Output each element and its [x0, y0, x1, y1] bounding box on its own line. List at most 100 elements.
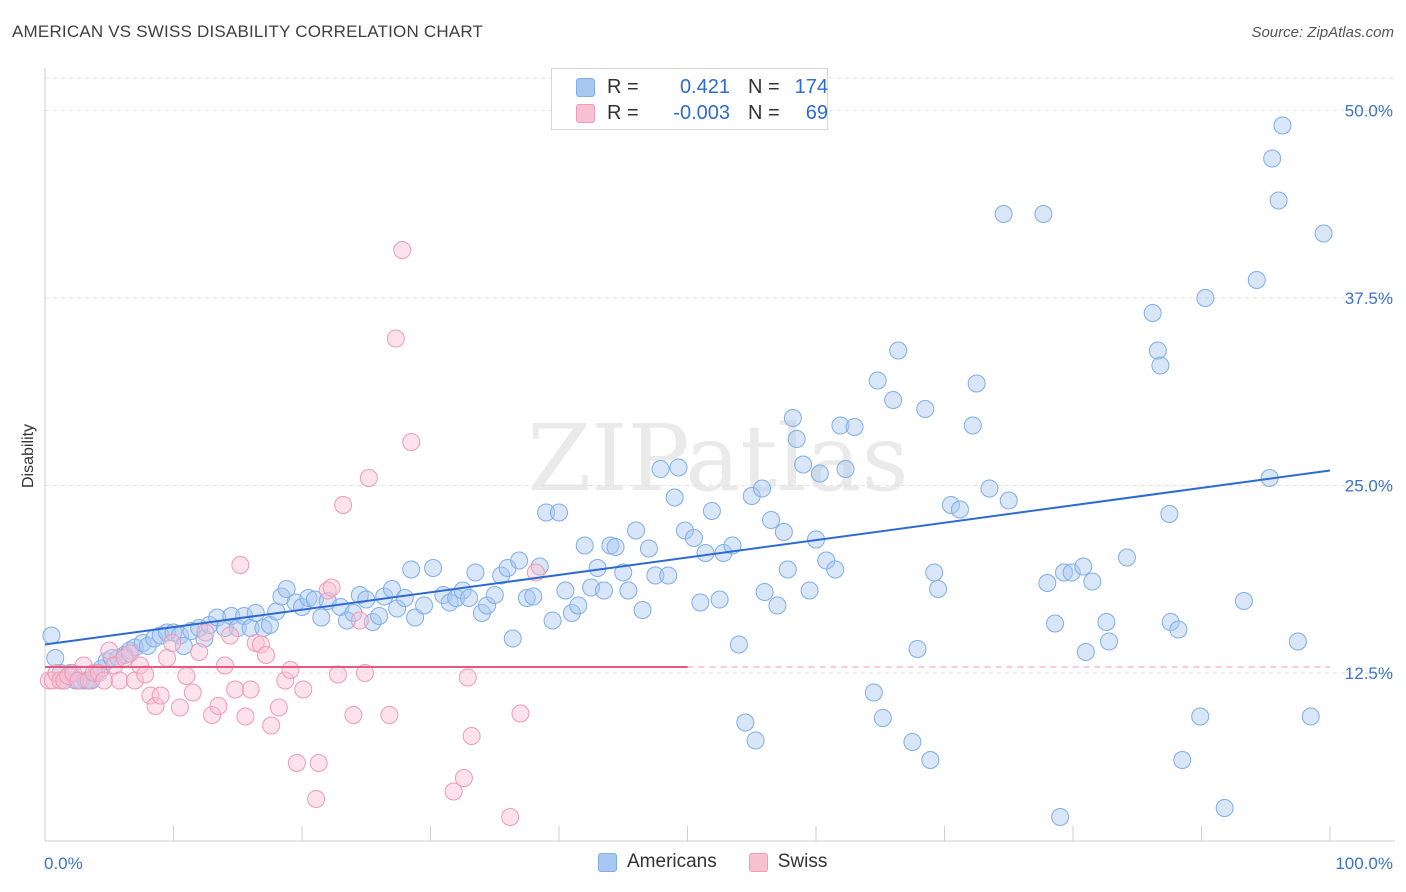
swiss-point	[350, 611, 369, 630]
americans-point	[1273, 116, 1292, 135]
y-tick-label: 25.0%	[1345, 477, 1393, 496]
americans-point	[665, 488, 684, 507]
americans-point	[980, 479, 999, 498]
r-value: -0.003	[673, 101, 730, 124]
gridlines	[45, 77, 1395, 674]
americans-point	[868, 371, 887, 390]
americans-point	[415, 596, 434, 615]
americans-point	[1247, 271, 1266, 289]
americans-point	[503, 629, 522, 648]
swiss-point	[120, 644, 139, 663]
swiss-point	[131, 656, 150, 675]
swiss-point	[309, 754, 328, 772]
americans-point	[614, 563, 633, 582]
americans-point	[651, 460, 670, 478]
swiss-point	[380, 706, 399, 724]
americans-point	[1191, 707, 1210, 726]
americans-point	[1288, 632, 1307, 651]
americans-point	[344, 604, 363, 622]
americans-point	[627, 521, 646, 540]
americans-point	[639, 539, 658, 558]
americans-point	[889, 341, 908, 360]
americans-point	[46, 649, 65, 667]
swiss-point	[203, 706, 222, 724]
americans-point	[133, 634, 152, 652]
americans-point	[575, 536, 594, 555]
americans-point	[691, 593, 710, 612]
correlation-legend: R = 0.421 N = 174 R = -0.003 N = 69	[551, 68, 828, 130]
swiss-point	[215, 656, 234, 675]
swiss-point	[231, 556, 250, 574]
americans-point	[1097, 613, 1116, 631]
americans-point	[1169, 620, 1188, 639]
americans-point	[753, 479, 772, 498]
americans-point	[424, 559, 443, 577]
americans-point	[1117, 548, 1136, 567]
americans-point	[836, 460, 855, 478]
americans-point	[746, 731, 765, 750]
americans-point	[337, 611, 356, 630]
trend-lines	[44, 469, 1331, 668]
swiss-point	[146, 697, 165, 715]
americans-point	[277, 580, 296, 598]
swiss-point	[183, 683, 202, 702]
americans-point	[594, 581, 613, 600]
americans-point	[778, 560, 797, 579]
americans-point	[774, 523, 793, 541]
americans-point	[517, 589, 536, 607]
americans-point	[916, 400, 935, 418]
americans-trend-line	[44, 469, 1331, 646]
swiss-point	[444, 782, 463, 801]
americans-point	[963, 416, 982, 435]
americans-point	[1034, 205, 1053, 223]
americans-point	[845, 418, 864, 436]
watermark: ZIPatlas	[527, 405, 908, 512]
swiss-point	[236, 707, 255, 726]
swiss-point	[328, 665, 347, 684]
chart-title: AMERICAN VS SWISS DISABILITY CORRELATION…	[12, 22, 484, 41]
swiss-point	[170, 698, 189, 717]
swiss-point	[221, 626, 240, 645]
y-tick-label: 12.5%	[1345, 664, 1393, 683]
r-label: R =	[607, 101, 639, 124]
americans-point	[762, 511, 781, 529]
americans-point	[1161, 613, 1180, 631]
americans-point	[395, 589, 414, 607]
swiss-point	[151, 686, 170, 705]
americans-point	[299, 589, 318, 607]
americans-point	[510, 551, 529, 570]
americans-point	[42, 626, 61, 645]
americans-point	[925, 563, 944, 582]
americans-point	[453, 581, 472, 600]
swiss-point	[511, 704, 530, 723]
swiss-point	[251, 635, 270, 654]
americans-point	[742, 487, 761, 505]
americans-legend-swatch	[598, 852, 617, 872]
americans-point	[999, 491, 1018, 510]
americans-point	[312, 608, 331, 627]
swiss-point	[158, 649, 177, 667]
americans-legend-label: Americans	[627, 851, 717, 872]
x-tick-label: 100.0%	[1335, 854, 1393, 873]
americans-point	[1160, 505, 1179, 523]
swiss-point	[196, 623, 215, 642]
americans-point	[460, 589, 479, 607]
swiss-point	[163, 634, 182, 652]
r-label: R =	[607, 75, 639, 98]
americans-point	[768, 596, 787, 615]
americans-point	[478, 596, 497, 615]
swiss-point	[462, 727, 481, 745]
americans-point	[1074, 557, 1093, 576]
americans-point	[1038, 574, 1057, 592]
americans-point	[388, 599, 407, 618]
americans-point	[967, 374, 986, 393]
swiss-point	[136, 665, 155, 684]
americans-point	[1215, 799, 1234, 817]
swiss-point	[355, 664, 374, 682]
swiss-legend-swatch	[748, 852, 768, 872]
swiss-point	[241, 680, 260, 699]
americans-point	[696, 544, 715, 562]
swiss-point	[276, 671, 295, 690]
swiss-point	[177, 667, 196, 685]
